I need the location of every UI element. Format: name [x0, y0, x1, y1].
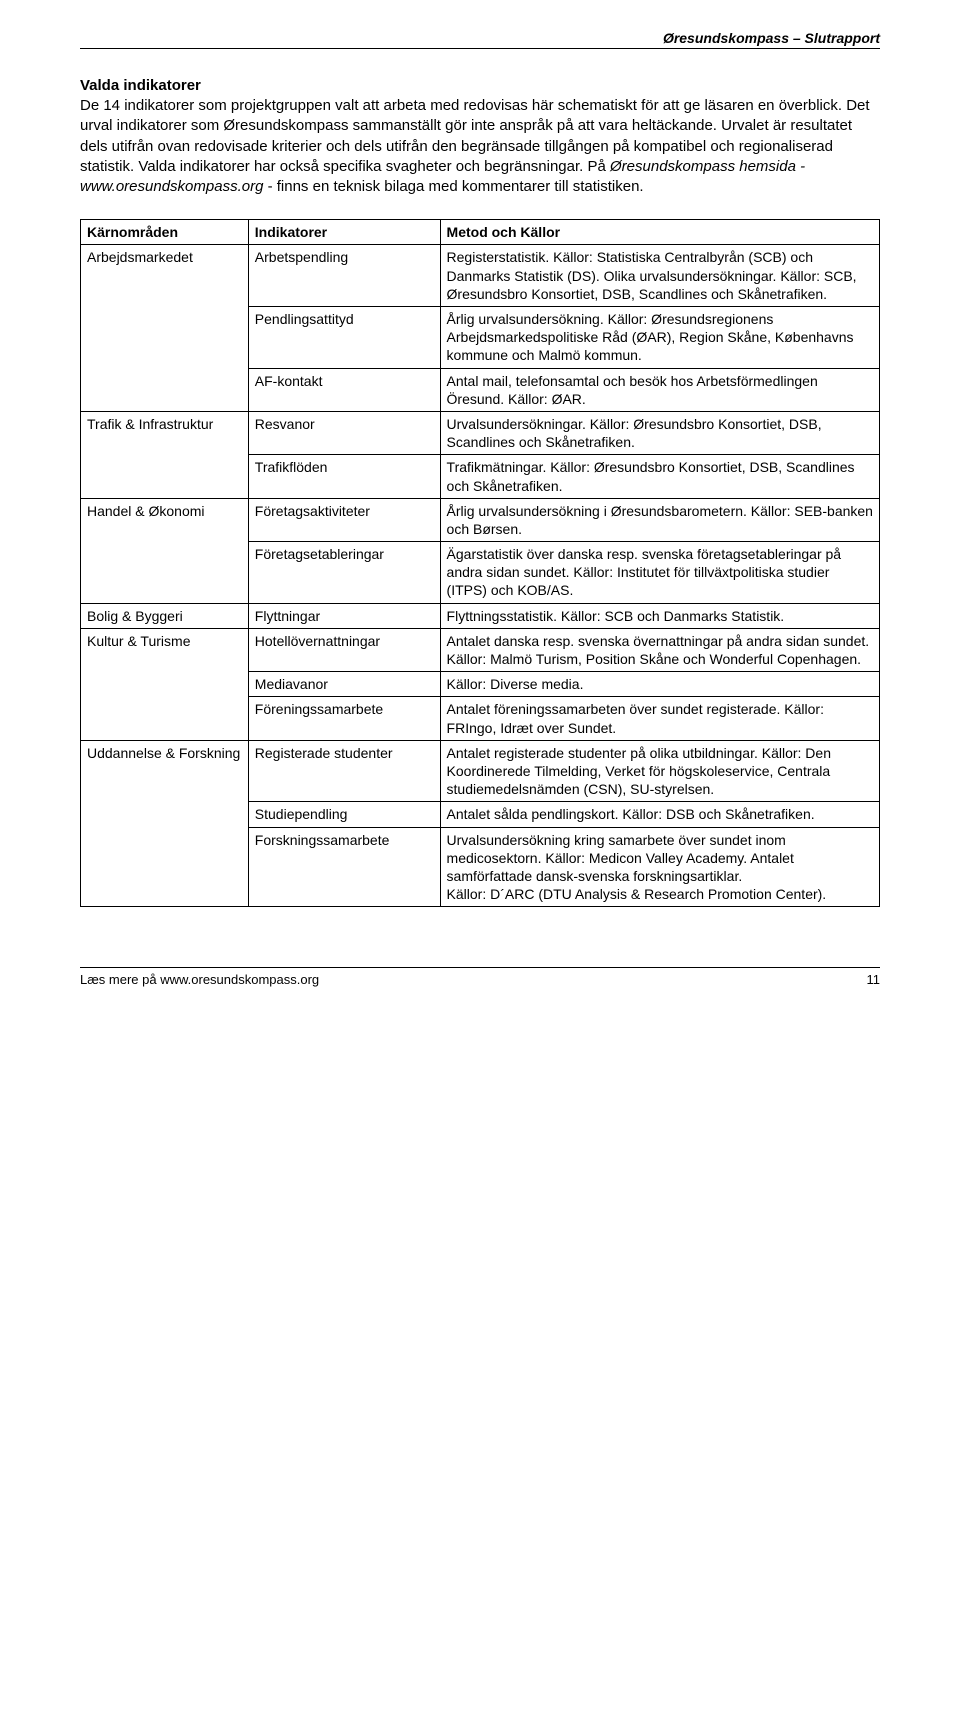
- table-row: Uddannelse & ForskningRegisterade studen…: [81, 740, 880, 802]
- cell-method: Urvalsundersökningar. Källor: Øresundsbr…: [440, 411, 879, 454]
- th-indicators: Indikatorer: [248, 220, 440, 245]
- table-row: Kultur & TurismeHotellövernattningarAnta…: [81, 628, 880, 671]
- cell-indicator: Företagsaktiviteter: [248, 498, 440, 541]
- cell-indicator: Trafikflöden: [248, 455, 440, 498]
- cell-indicator: AF-kontakt: [248, 368, 440, 411]
- table-row: Bolig & ByggeriFlyttningarFlyttningsstat…: [81, 603, 880, 628]
- cell-area: Trafik & Infrastruktur: [81, 411, 249, 498]
- table-body: ArbejdsmarkedetArbetspendlingRegistersta…: [81, 245, 880, 907]
- cell-indicator: Flyttningar: [248, 603, 440, 628]
- footer-left: Læs mere på www.oresundskompass.org: [80, 972, 319, 987]
- intro-text-after: - finns en teknisk bilaga med kommentare…: [263, 178, 643, 195]
- section-title: Valda indikatorer: [80, 77, 880, 94]
- cell-method: Antalet registerade studenter på olika u…: [440, 740, 879, 802]
- table-header-row: Kärnområden Indikatorer Metod och Källor: [81, 220, 880, 245]
- cell-method: Trafikmätningar. Källor: Øresundsbro Kon…: [440, 455, 879, 498]
- cell-area: Bolig & Byggeri: [81, 603, 249, 628]
- footer-page-number: 11: [867, 972, 881, 987]
- cell-indicator: Arbetspendling: [248, 245, 440, 307]
- cell-method: Källor: Diverse media.: [440, 672, 879, 697]
- cell-method: Årlig urvalsundersökning i Øresundsbarom…: [440, 498, 879, 541]
- cell-indicator: Hotellövernattningar: [248, 628, 440, 671]
- cell-indicator: Pendlingsattityd: [248, 307, 440, 369]
- cell-method: Urvalsundersökning kring samarbete över …: [440, 827, 879, 907]
- cell-indicator: Resvanor: [248, 411, 440, 454]
- cell-indicator: Registerade studenter: [248, 740, 440, 802]
- cell-indicator: Företagsetableringar: [248, 542, 440, 604]
- cell-method: Antalet danska resp. svenska övernattnin…: [440, 628, 879, 671]
- cell-method: Antalet föreningssamarbeten över sundet …: [440, 697, 879, 740]
- running-header: Øresundskompass – Slutrapport: [80, 30, 880, 49]
- cell-indicator: Studiependling: [248, 802, 440, 827]
- table-row: Handel & ØkonomiFöretagsaktiviteterÅrlig…: [81, 498, 880, 541]
- cell-area: Handel & Økonomi: [81, 498, 249, 603]
- cell-method: Antal mail, telefonsamtal och besök hos …: [440, 368, 879, 411]
- cell-method: Ägarstatistik över danska resp. svenska …: [440, 542, 879, 604]
- th-method: Metod och Källor: [440, 220, 879, 245]
- cell-indicator: Forskningssamarbete: [248, 827, 440, 907]
- indicators-table: Kärnområden Indikatorer Metod och Källor…: [80, 219, 880, 907]
- cell-area: Arbejdsmarkedet: [81, 245, 249, 412]
- intro-paragraph: De 14 indikatorer som projektgruppen val…: [80, 96, 880, 197]
- cell-indicator: Mediavanor: [248, 672, 440, 697]
- cell-area: Uddannelse & Forskning: [81, 740, 249, 907]
- page-footer: Læs mere på www.oresundskompass.org 11: [80, 967, 880, 987]
- cell-indicator: Föreningssamarbete: [248, 697, 440, 740]
- page-container: Øresundskompass – Slutrapport Valda indi…: [40, 0, 920, 1027]
- cell-method: Årlig urvalsundersökning. Källor: Øresun…: [440, 307, 879, 369]
- cell-method: Registerstatistik. Källor: Statistiska C…: [440, 245, 879, 307]
- table-row: Trafik & InfrastrukturResvanorUrvalsunde…: [81, 411, 880, 454]
- cell-area: Kultur & Turisme: [81, 628, 249, 740]
- cell-method: Flyttningsstatistik. Källor: SCB och Dan…: [440, 603, 879, 628]
- th-areas: Kärnområden: [81, 220, 249, 245]
- table-row: ArbejdsmarkedetArbetspendlingRegistersta…: [81, 245, 880, 307]
- cell-method: Antalet sålda pendlingskort. Källor: DSB…: [440, 802, 879, 827]
